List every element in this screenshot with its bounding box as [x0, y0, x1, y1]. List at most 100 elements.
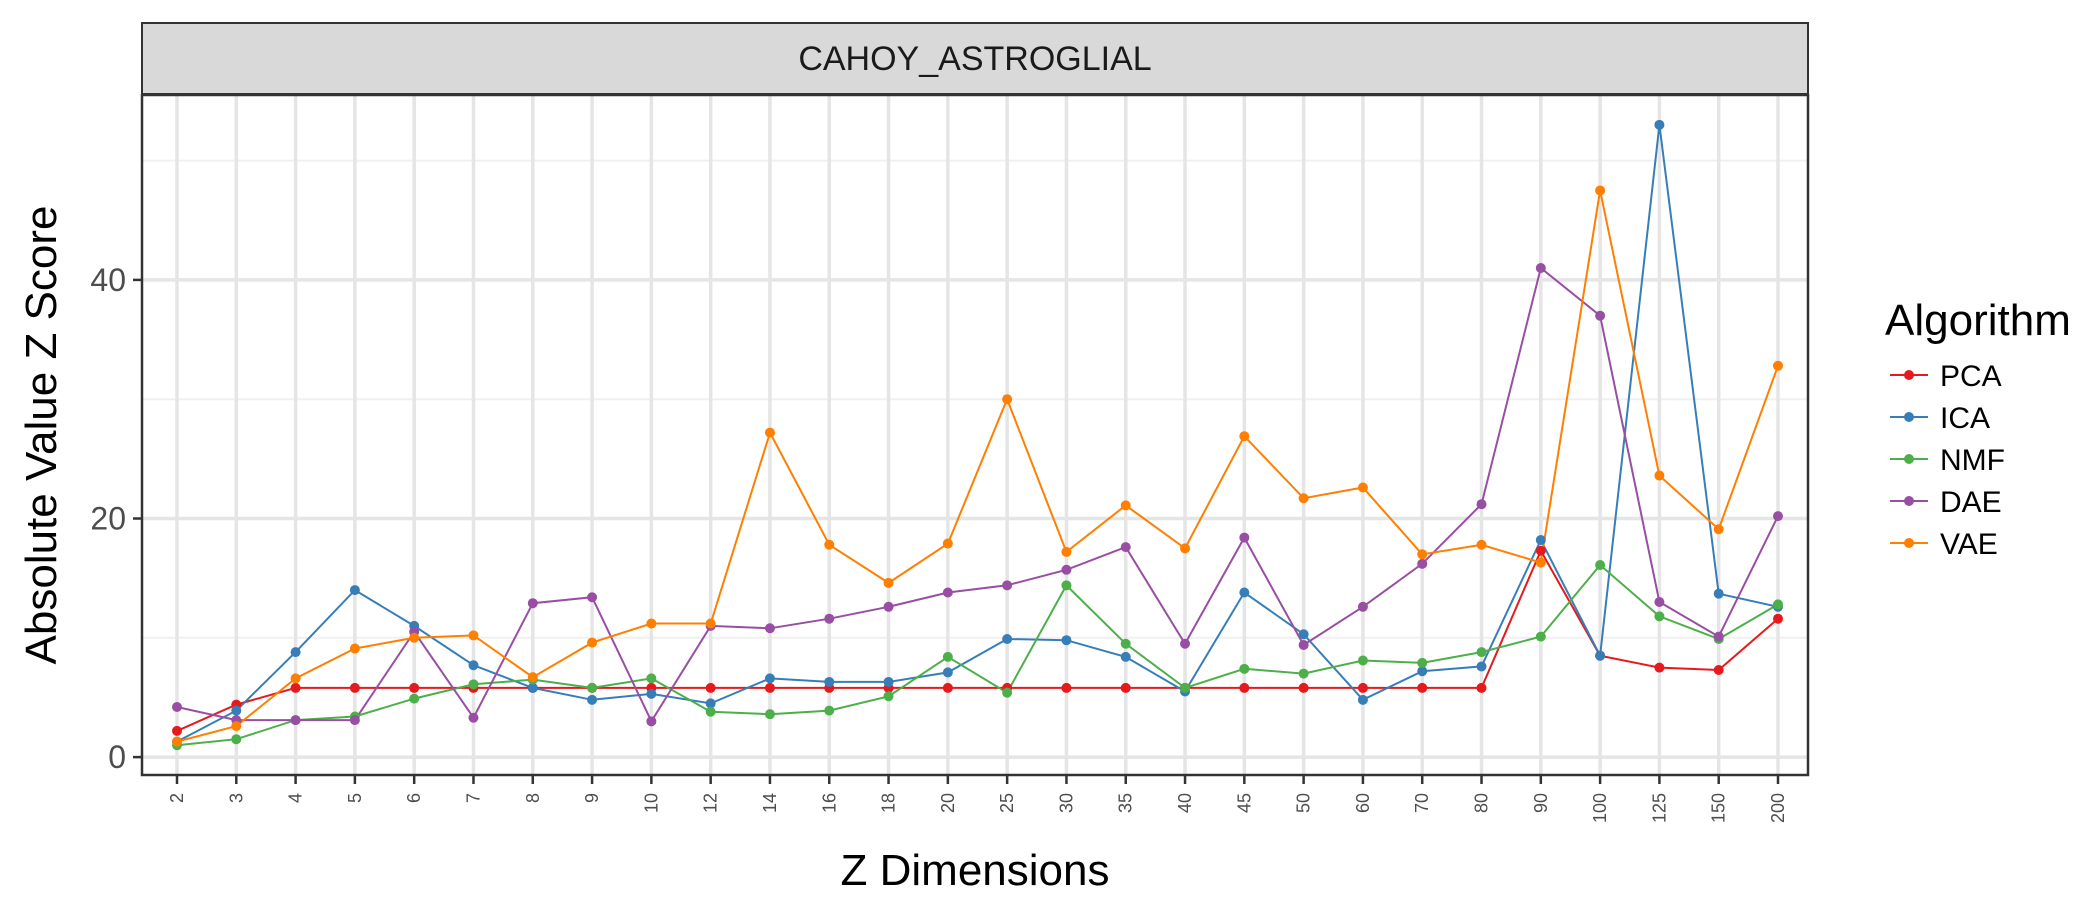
point-dae-7 — [468, 712, 479, 723]
series-layer — [172, 119, 1783, 751]
point-ica-10 — [646, 688, 657, 699]
x-tick-label-1: 3 — [226, 793, 246, 803]
point-nmf-18 — [883, 691, 894, 702]
point-ica-35 — [1120, 651, 1131, 662]
point-ica-8 — [527, 682, 538, 693]
point-ica-12 — [705, 698, 716, 709]
point-dae-18 — [883, 601, 894, 612]
legend-marker-dae — [1904, 496, 1914, 506]
point-nmf-100 — [1595, 560, 1606, 571]
point-ica-90 — [1535, 534, 1546, 545]
point-vae-90 — [1535, 557, 1546, 568]
y-axis: 0 20 40 — [90, 262, 142, 775]
x-tick-label-7: 9 — [582, 793, 602, 803]
point-ica-3 — [231, 705, 242, 716]
legend-label-dae: DAE — [1940, 486, 2002, 519]
point-pca-2 — [172, 725, 182, 736]
point-ica-70 — [1417, 666, 1428, 677]
point-dae-25 — [1002, 580, 1013, 591]
point-pca-45 — [1239, 682, 1250, 693]
x-axis-title: Z Dimensions — [841, 846, 1110, 895]
point-vae-125 — [1654, 470, 1665, 481]
point-dae-20 — [942, 587, 953, 598]
point-vae-200 — [1773, 360, 1783, 371]
x-tick-label-25: 125 — [1649, 793, 1669, 823]
point-ica-4 — [290, 647, 301, 658]
point-vae-3 — [231, 721, 242, 732]
point-vae-100 — [1595, 185, 1606, 196]
point-dae-60 — [1357, 601, 1368, 612]
point-nmf-16 — [824, 705, 835, 716]
point-nmf-20 — [942, 651, 953, 662]
point-pca-30 — [1061, 682, 1072, 693]
point-ica-125 — [1654, 119, 1665, 130]
point-ica-14 — [764, 673, 775, 684]
point-nmf-45 — [1239, 663, 1250, 674]
legend-label-vae: VAE — [1940, 528, 1998, 561]
x-axis: 2 3 4 5 6 7 8 9 10 12 14 16 18 20 25 30 35 40 45 50 60 70 80 90… — [167, 775, 1788, 823]
x-tick-label-8: 10 — [641, 793, 661, 813]
point-nmf-3 — [231, 734, 242, 745]
point-pca-70 — [1417, 682, 1428, 693]
point-vae-60 — [1357, 482, 1368, 493]
point-pca-60 — [1357, 682, 1368, 693]
x-tick-label-0: 2 — [167, 793, 187, 803]
x-tick-label-19: 50 — [1294, 793, 1314, 813]
point-vae-20 — [942, 538, 953, 549]
x-tick-label-3: 5 — [345, 793, 365, 803]
point-ica-25 — [1002, 634, 1013, 644]
point-nmf-80 — [1476, 647, 1487, 658]
point-nmf-9 — [587, 682, 598, 693]
point-vae-4 — [290, 673, 301, 684]
point-nmf-60 — [1357, 655, 1368, 666]
x-tick-label-23: 90 — [1531, 793, 1551, 813]
x-tick-label-17: 40 — [1175, 793, 1195, 813]
y-tick-label-1: 20 — [90, 501, 126, 537]
legend-marker-ica — [1904, 412, 1914, 422]
legend: PCA ICA NMF DAE VAE — [1890, 360, 2005, 561]
point-dae-45 — [1239, 532, 1250, 543]
point-ica-7 — [468, 660, 479, 671]
legend-marker-nmf — [1904, 454, 1914, 464]
legend-label-nmf: NMF — [1940, 444, 2005, 477]
x-tick-label-18: 45 — [1234, 793, 1254, 813]
point-vae-9 — [587, 637, 598, 648]
point-ica-150 — [1713, 588, 1724, 599]
point-nmf-6 — [409, 693, 420, 704]
point-dae-9 — [587, 592, 598, 603]
series-line-ica — [176, 124, 1779, 743]
series-line-vae — [176, 190, 1779, 743]
x-tick-label-11: 16 — [819, 793, 839, 813]
point-nmf-14 — [764, 709, 775, 720]
point-ica-45 — [1239, 587, 1250, 598]
x-tick-label-9: 12 — [701, 793, 721, 813]
x-tick-label-12: 18 — [879, 793, 899, 813]
point-dae-10 — [646, 716, 657, 727]
point-ica-5 — [349, 585, 360, 596]
point-ica-60 — [1357, 694, 1368, 705]
point-ica-50 — [1298, 629, 1309, 640]
point-dae-16 — [824, 613, 835, 624]
point-pca-5 — [349, 682, 360, 693]
grid-major — [142, 95, 1808, 775]
y-axis-title: Absolute Value Z Score — [17, 206, 66, 665]
point-dae-125 — [1654, 597, 1665, 608]
point-dae-4 — [290, 715, 301, 726]
point-nmf-90 — [1535, 631, 1546, 642]
series-line-dae — [176, 266, 1779, 724]
x-tick-label-21: 70 — [1412, 793, 1432, 813]
point-ica-30 — [1061, 635, 1072, 646]
panel-border — [140, 93, 1810, 777]
x-tick-label-15: 30 — [1056, 793, 1076, 813]
legend-title: Algorithm — [1885, 296, 2071, 345]
plot-panel — [142, 95, 1808, 775]
x-tick-label-22: 80 — [1472, 793, 1492, 813]
x-tick-label-16: 35 — [1116, 793, 1136, 813]
facet-title: CAHOY_ASTROGLIAL — [798, 40, 1151, 78]
point-nmf-10 — [646, 673, 657, 684]
point-vae-18 — [883, 577, 894, 588]
point-nmf-12 — [705, 706, 716, 717]
point-vae-30 — [1061, 546, 1072, 557]
point-vae-6 — [409, 632, 420, 643]
